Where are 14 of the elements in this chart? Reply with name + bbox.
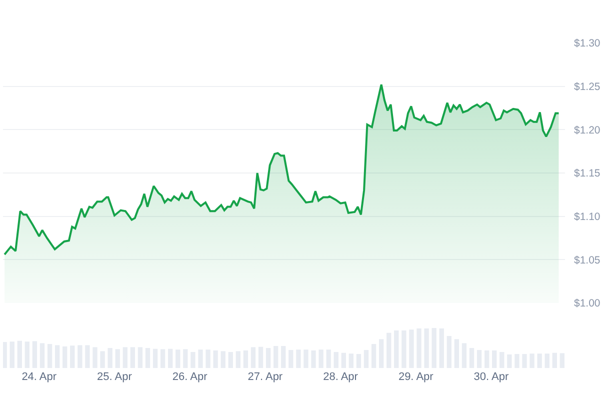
x-tick-label: 28. Apr — [323, 371, 358, 383]
x-tick-label: 25. Apr — [97, 371, 132, 383]
y-tick-label: $1.15 — [574, 168, 600, 180]
y-tick-label: $1.25 — [574, 81, 600, 94]
y-tick-label: $1.00 — [574, 298, 600, 310]
x-tick-label: 26. Apr — [172, 371, 208, 383]
y-tick-label: $1.20 — [574, 124, 600, 136]
x-tick-label: 30. Apr — [474, 371, 509, 383]
y-tick-label: $1.10 — [574, 211, 600, 224]
y-tick-label: $1.05 — [574, 254, 600, 266]
x-tick-label: 27. Apr — [248, 371, 283, 383]
x-tick-label: 24. Apr — [22, 371, 57, 383]
y-tick-label: $1.30 — [574, 38, 600, 50]
x-tick-label: 29. Apr — [398, 371, 434, 383]
